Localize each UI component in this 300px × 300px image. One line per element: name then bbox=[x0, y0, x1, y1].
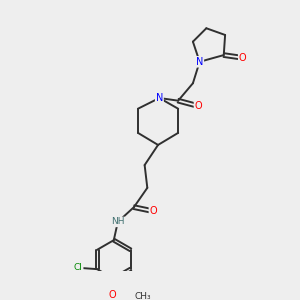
Text: NH: NH bbox=[111, 218, 124, 226]
Text: O: O bbox=[149, 206, 157, 216]
Text: O: O bbox=[194, 101, 202, 111]
Text: CH₃: CH₃ bbox=[134, 292, 151, 300]
Text: N: N bbox=[156, 93, 163, 103]
Text: N: N bbox=[196, 57, 203, 67]
Text: Cl: Cl bbox=[74, 263, 83, 272]
Text: O: O bbox=[239, 53, 246, 63]
Text: O: O bbox=[109, 290, 116, 300]
